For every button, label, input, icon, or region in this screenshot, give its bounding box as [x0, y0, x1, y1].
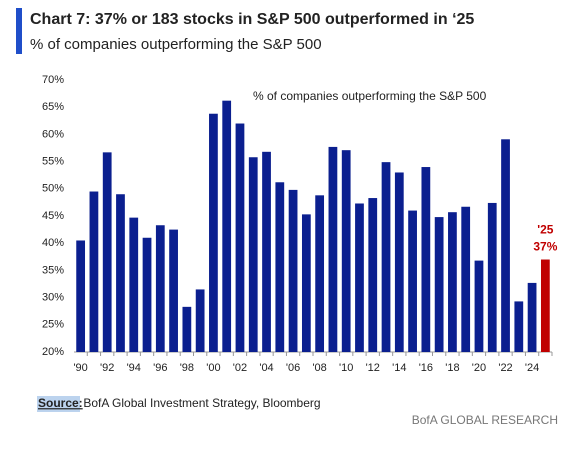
y-tick-label: 65%	[42, 101, 64, 113]
x-tick-label: '10	[339, 362, 353, 374]
bar	[262, 151, 271, 352]
bar	[248, 157, 258, 352]
bar	[368, 198, 378, 352]
chart-title: Chart 7: 37% or 183 stocks in S&P 500 ou…	[30, 11, 474, 28]
bar	[129, 217, 139, 352]
bar	[301, 214, 311, 352]
chart-subtitle: % of companies outperforming the S&P 500	[30, 36, 322, 53]
y-tick-label: 55%	[42, 156, 64, 168]
bar	[288, 189, 298, 352]
bar	[235, 123, 245, 353]
x-tick-label: '18	[445, 362, 459, 374]
bar	[501, 139, 510, 352]
bar	[355, 203, 364, 352]
bar	[461, 206, 471, 352]
x-tick-label: '08	[312, 362, 326, 374]
bar	[514, 301, 524, 352]
bar	[527, 282, 537, 352]
bar	[434, 217, 444, 352]
y-tick-label: 50%	[42, 183, 64, 195]
y-tick-label: 60%	[42, 128, 64, 140]
bar	[222, 100, 232, 352]
x-tick-label: '92	[100, 362, 114, 374]
x-tick-label: '00	[206, 362, 220, 374]
x-tick-label: '16	[419, 362, 433, 374]
bar	[315, 195, 325, 352]
x-tick-label: '02	[233, 362, 247, 374]
x-tick-label: '04	[259, 362, 273, 374]
x-tick-label: '06	[286, 362, 300, 374]
bar	[195, 289, 205, 352]
bar	[116, 194, 125, 352]
highlight-category: '25	[537, 223, 554, 237]
bar	[421, 167, 431, 352]
source-label: Source:	[38, 396, 83, 410]
bar	[142, 237, 152, 352]
source: BofA Global Investment Strategy, Bloombe…	[80, 396, 321, 410]
x-tick-label: '24	[525, 362, 539, 374]
y-tick-label: 35%	[42, 264, 64, 276]
bar	[155, 225, 165, 352]
y-tick-label: 45%	[42, 210, 64, 222]
x-tick-label: '94	[127, 362, 141, 374]
bar	[474, 260, 484, 352]
x-tick-label: '20	[472, 362, 486, 374]
bar	[209, 113, 218, 352]
y-tick-label: 20%	[42, 346, 64, 358]
bar	[328, 146, 338, 352]
bar	[169, 229, 178, 352]
y-tick-label: 30%	[42, 292, 64, 304]
bar	[394, 172, 404, 352]
bar	[341, 150, 351, 352]
x-tick-label: '12	[366, 362, 380, 374]
bar	[540, 259, 550, 352]
x-tick-label: '22	[498, 362, 512, 374]
legend-label: % of companies outperforming the S&P 500	[253, 89, 487, 103]
x-tick-label: '96	[153, 362, 167, 374]
y-tick-label: 70%	[42, 74, 64, 86]
x-tick-label: '14	[392, 362, 406, 374]
value-label: 37%	[533, 240, 557, 254]
bar	[89, 191, 99, 352]
y-tick-label: 40%	[42, 237, 64, 249]
bar	[76, 240, 86, 352]
y-tick-label: 25%	[42, 319, 64, 331]
bar	[275, 182, 285, 352]
bar	[182, 306, 192, 352]
x-tick-label: '98	[180, 362, 194, 374]
bar	[448, 212, 457, 352]
bar	[102, 152, 112, 352]
footer: BofA GLOBAL RESEARCH	[412, 413, 558, 427]
title-accent	[16, 8, 22, 54]
x-tick-label: '90	[73, 362, 87, 374]
source-highlight	[37, 396, 80, 412]
bar	[381, 162, 391, 352]
bar	[487, 202, 497, 352]
bar	[408, 210, 417, 352]
